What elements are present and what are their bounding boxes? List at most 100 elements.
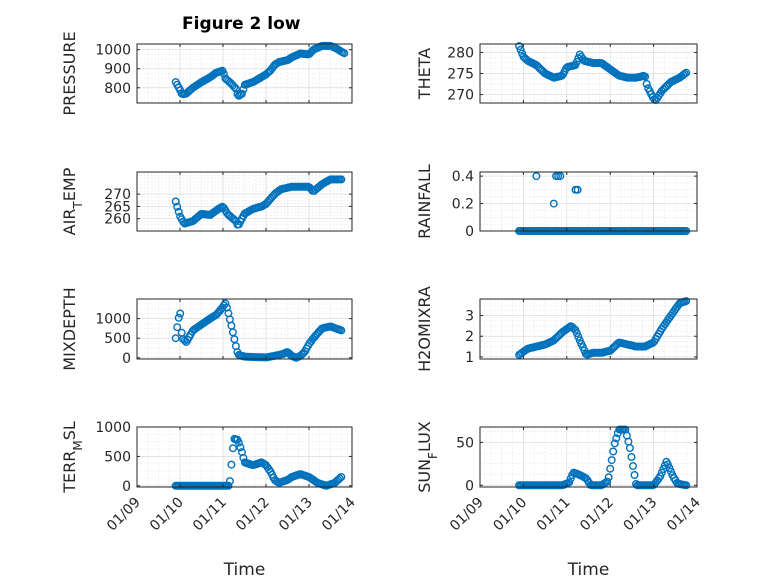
subplot-pressure: 800 900 1000 PRESSURE — [60, 31, 353, 116]
y-tick-label: 500 — [104, 449, 131, 465]
x-tick-label: 01/11 — [190, 495, 230, 535]
data-point — [566, 474, 575, 483]
x-tick-label: 01/13 — [621, 495, 661, 535]
y-tick-label: 800 — [104, 81, 131, 97]
y-axis-label: TERRMSL — [60, 421, 85, 494]
y-tick-label: 500 — [104, 331, 131, 347]
data-point — [337, 473, 346, 482]
y-tick-label: 270 — [104, 187, 131, 203]
x-tick-label: 01/13 — [276, 495, 316, 535]
y-axis-label: THETA — [415, 48, 434, 100]
data-point — [234, 438, 243, 447]
data-point — [642, 79, 651, 88]
subplot-rainfall: 0 0.2 0.4 RAINFALL — [415, 164, 698, 240]
y-tick-label: 1000 — [95, 420, 131, 436]
y-tick-label: 1000 — [95, 43, 131, 59]
data-point — [572, 329, 581, 338]
data-point — [515, 42, 524, 51]
data-point — [641, 72, 650, 81]
data-point — [663, 460, 672, 469]
subplot-terr-msl: 0 500 1000 TERRMSL 01/09 01/10 01/11 01/12 01/13… — [60, 420, 359, 580]
y-tick-label: 275 — [447, 67, 474, 83]
x-tick-label: 01/10 — [147, 495, 187, 535]
y-axis-label: H2OMIXRA — [415, 286, 434, 372]
y-tick-label: 2 — [465, 329, 474, 345]
axes-box — [136, 43, 353, 104]
data-point — [335, 474, 344, 483]
data-point — [625, 444, 634, 453]
data-point — [173, 202, 182, 211]
axes-box — [479, 426, 698, 488]
data-point — [173, 323, 182, 332]
y-axis-label: AIRTEMP — [60, 167, 85, 235]
data-point — [627, 453, 636, 462]
data-point — [221, 299, 230, 308]
x-tick-label: 01/09 — [104, 495, 144, 535]
figure-title: Figure 2 low — [182, 14, 301, 34]
x-tick-label: 01/11 — [534, 495, 574, 535]
axes-box — [136, 298, 353, 360]
x-tick-label: 01/09 — [447, 495, 487, 535]
axes-box — [479, 171, 698, 232]
data-point — [219, 69, 228, 78]
data-point — [606, 464, 615, 473]
data-point — [630, 471, 639, 480]
y-tick-label: 0.2 — [452, 197, 474, 213]
data-point — [340, 49, 349, 58]
subplot-mixdepth: 0 500 1000 MIXDEPTH — [60, 287, 353, 371]
data-point — [174, 207, 183, 216]
y-tick-label: 280 — [447, 45, 474, 61]
data-point — [228, 328, 237, 337]
y-tick-label: 265 — [104, 199, 131, 215]
data-point — [565, 478, 574, 487]
data-point — [228, 444, 237, 453]
y-tick-label: 1 — [465, 350, 474, 366]
x-tick-label: 01/14 — [319, 494, 359, 534]
y-tick-label: 1000 — [95, 312, 131, 328]
x-tick-label: 01/12 — [577, 495, 617, 535]
data-point — [609, 447, 618, 456]
x-tick-label: 01/10 — [490, 495, 530, 535]
data-point — [573, 185, 582, 194]
data-point — [610, 439, 619, 448]
subplot-h2omixra: 1 2 3 H2OMIXRA — [415, 286, 698, 372]
data-point — [231, 84, 240, 93]
data-point — [337, 175, 346, 184]
y-axis-label: RAINFALL — [415, 164, 434, 239]
axes-box — [479, 298, 698, 360]
y-tick-label: 0 — [122, 351, 131, 367]
data-point — [236, 443, 245, 452]
data-point — [680, 69, 689, 78]
data-point — [682, 297, 691, 306]
data-point — [682, 68, 691, 77]
x-axis-label: Time — [223, 560, 266, 580]
y-tick-label: 0 — [465, 478, 474, 494]
data-point — [574, 332, 583, 341]
data-point — [682, 481, 691, 490]
data-point — [174, 313, 183, 322]
y-axis-label: MIXDEPTH — [60, 287, 79, 370]
data-point — [230, 83, 239, 92]
data-point — [224, 481, 233, 490]
y-tick-label: 260 — [104, 212, 131, 228]
data-point — [603, 477, 612, 486]
axes-box — [136, 426, 353, 488]
data-point — [337, 326, 346, 335]
y-axis-label: PRESSURE — [60, 31, 79, 115]
y-tick-label: 50 — [456, 435, 474, 451]
data-point — [549, 199, 558, 208]
x-tick-label: 01/14 — [664, 494, 704, 534]
data-point — [171, 334, 180, 343]
data-point — [556, 172, 565, 181]
axes-box — [136, 171, 353, 232]
data-point — [572, 57, 581, 66]
data-point — [656, 472, 665, 481]
subplot-theta: 270 275 280 THETA — [415, 42, 698, 104]
data-point — [532, 172, 541, 181]
data-point — [667, 467, 676, 476]
data-point — [227, 321, 236, 330]
y-tick-label: 3 — [465, 309, 474, 325]
data-point — [237, 89, 246, 98]
